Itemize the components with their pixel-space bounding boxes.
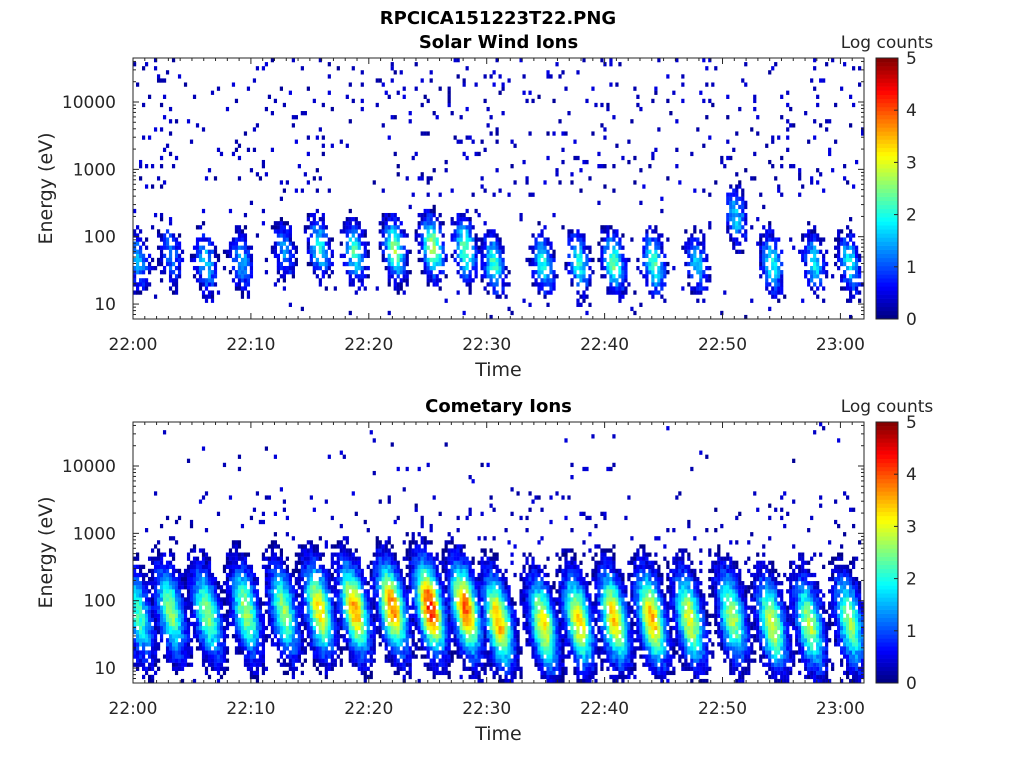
spectrogram-panel-1: 22:00 22:10 22:20 22:30 22:40 22:50 23:0010100… xyxy=(35,32,933,381)
x-tick-label: 22:50 xyxy=(698,335,747,355)
colorbar-tick-label: 2 xyxy=(906,570,917,590)
y-tick-label: 1000 xyxy=(73,160,116,180)
colorbar-tick-label: 3 xyxy=(906,153,917,173)
y-tick-label: 10 xyxy=(94,659,116,679)
x-tick-label: 22:30 xyxy=(462,699,511,719)
panel-title: Solar Wind Ions xyxy=(419,32,578,53)
y-tick-label: 1000 xyxy=(73,524,116,544)
y-tick-label: 10000 xyxy=(62,93,116,113)
x-tick-label: 22:40 xyxy=(580,699,629,719)
colorbar-tick-label: 0 xyxy=(906,310,917,330)
x-tick-label: 22:40 xyxy=(580,335,629,355)
x-tick-label: 22:20 xyxy=(344,335,393,355)
heatmap-cells xyxy=(133,422,865,684)
spectrogram-panel-2: 22:00 22:10 22:20 22:30 22:40 22:50 23:0010100… xyxy=(35,396,933,745)
x-axis-label: Time xyxy=(474,359,522,381)
colorbar-tick-label: 2 xyxy=(906,206,917,226)
x-tick-label: 22:20 xyxy=(344,699,393,719)
x-axis-label: Time xyxy=(474,723,522,745)
x-tick-label: 23:00 xyxy=(816,699,865,719)
y-tick-label: 100 xyxy=(84,592,116,612)
colorbar-tick-label: 5 xyxy=(906,413,917,433)
y-tick-label: 100 xyxy=(84,228,116,248)
x-tick-label: 23:00 xyxy=(816,335,865,355)
colorbar-tick-label: 4 xyxy=(906,465,917,485)
colorbar-label: Log counts xyxy=(841,397,934,417)
colorbar-tick-label: 5 xyxy=(906,49,917,69)
figure-title: RPCICA151223T22.PNG xyxy=(380,8,616,29)
y-tick-label: 10 xyxy=(94,295,116,315)
colorbar-tick-label: 4 xyxy=(906,101,917,121)
x-tick-label: 22:00 xyxy=(109,699,158,719)
colorbar-tick-label: 1 xyxy=(906,622,917,642)
x-tick-label: 22:10 xyxy=(226,335,275,355)
x-tick-label: 22:50 xyxy=(698,699,747,719)
colorbar-label: Log counts xyxy=(841,33,934,53)
colorbar-tick-label: 0 xyxy=(906,674,917,694)
colorbar-tick-label: 1 xyxy=(906,258,917,278)
x-tick-label: 22:30 xyxy=(462,335,511,355)
heatmap-cells xyxy=(133,58,865,320)
x-tick-label: 22:00 xyxy=(109,335,158,355)
y-axis-label: Energy (eV) xyxy=(35,132,57,244)
panel-title: Cometary Ions xyxy=(425,396,572,417)
x-tick-label: 22:10 xyxy=(226,699,275,719)
y-axis-label: Energy (eV) xyxy=(35,496,57,608)
colorbar-tick-label: 3 xyxy=(906,517,917,537)
y-tick-label: 10000 xyxy=(62,457,116,477)
